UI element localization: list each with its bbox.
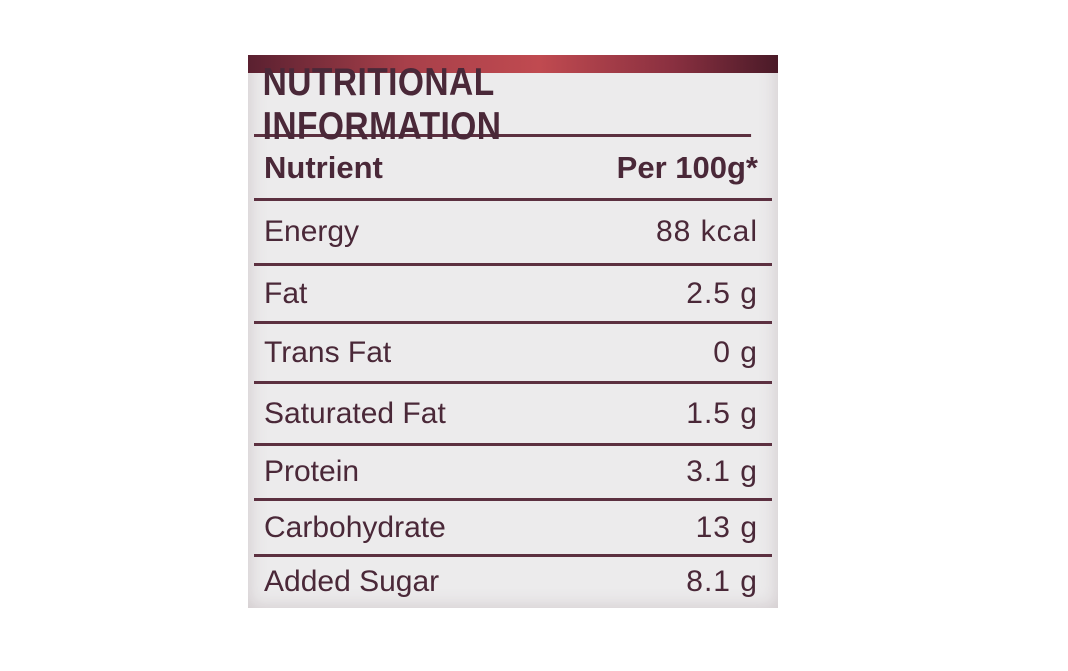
header-nutrient: Nutrient [264, 149, 383, 185]
nutrient-name: Carbohydrate [264, 510, 446, 544]
nutrient-value: 2.5 g [686, 276, 758, 310]
nutrient-value: 13 g [695, 510, 758, 544]
table-row: Energy 88 kcal [254, 201, 772, 266]
table-row: Protein 3.1 g [254, 446, 772, 501]
table-row: Carbohydrate 13 g [254, 501, 772, 557]
nutrient-name: Trans Fat [264, 335, 392, 369]
nutrient-name: Added Sugar [264, 565, 440, 598]
nutrient-name: Protein [264, 455, 360, 488]
nutrient-value: 1.5 g [686, 396, 758, 430]
nutrient-name: Fat [264, 276, 308, 310]
table-row: Trans Fat 0 g [254, 324, 772, 384]
table-row: Saturated Fat 1.5 g [254, 384, 772, 446]
table-header: Nutrient Per 100g* [254, 137, 772, 201]
nutrient-name: Saturated Fat [264, 396, 446, 430]
nutrient-value: 3.1 g [686, 455, 758, 488]
table-row: Added Sugar 8.1 g [254, 557, 772, 607]
nutrient-name: Energy [264, 215, 360, 248]
nutrition-label: NUTRITIONAL INFORMATION Nutrient Per 100… [248, 55, 778, 608]
nutrient-value: 0 g [713, 335, 758, 369]
nutrient-value: 8.1 g [686, 565, 758, 598]
header-per-100g: Per 100g* [616, 149, 758, 185]
label-title: NUTRITIONAL INFORMATION [254, 61, 752, 148]
packaging-band [248, 55, 778, 73]
table-row: Fat 2.5 g [254, 266, 772, 324]
nutrient-value: 88 kcal [655, 215, 758, 248]
title-text: NUTRITIONAL INFORMATION [262, 60, 502, 148]
